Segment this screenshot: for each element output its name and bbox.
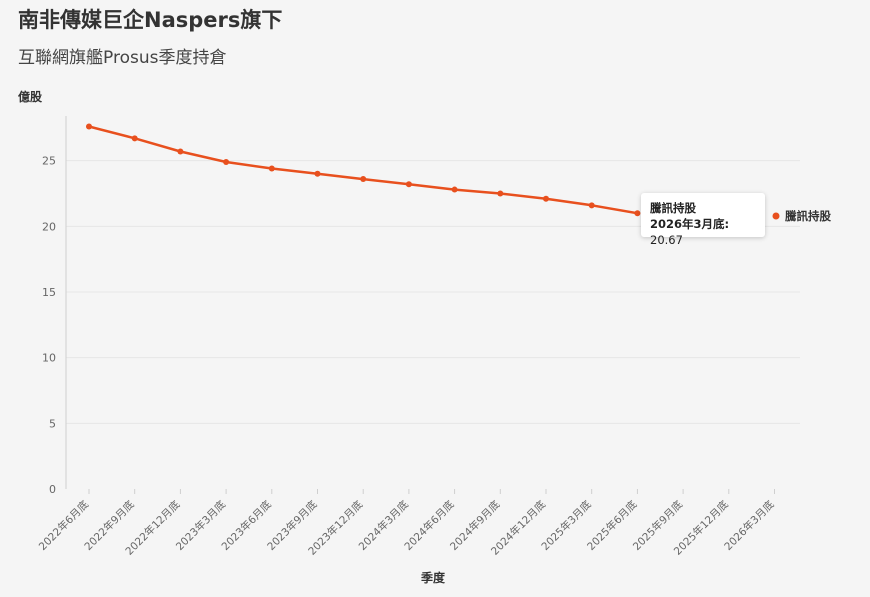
data-point[interactable] bbox=[497, 190, 504, 197]
x-axis-title: 季度 bbox=[420, 570, 446, 585]
series-end-label: 騰訊持股 bbox=[785, 209, 831, 223]
y-tick-label: 5 bbox=[49, 417, 56, 430]
series-line bbox=[88, 125, 638, 215]
data-point[interactable] bbox=[543, 195, 549, 202]
tooltip-series-name: 騰訊持股 bbox=[650, 201, 696, 215]
data-point[interactable] bbox=[634, 210, 641, 217]
tooltip-value-row: 2026年3月底: 20.67 bbox=[650, 216, 765, 248]
data-point[interactable] bbox=[268, 165, 275, 172]
data-point[interactable] bbox=[451, 186, 458, 193]
data-point[interactable] bbox=[86, 123, 92, 130]
tooltip-value: 20.67 bbox=[650, 233, 683, 247]
tooltip-label: 2026年3月底: bbox=[650, 217, 730, 231]
x-axis-ticks: 2022年6月底2022年9月底2022年12月底2023年3月底2023年6月… bbox=[36, 489, 777, 558]
chart-title: 南非傳媒巨企Naspers旗下 bbox=[18, 8, 283, 32]
y-tick-label: 25 bbox=[42, 155, 56, 168]
data-point[interactable] bbox=[131, 135, 138, 142]
data-point[interactable] bbox=[314, 170, 321, 177]
data-point[interactable] bbox=[177, 148, 184, 155]
series-end-marker bbox=[772, 212, 780, 220]
y-axis-title: 億股 bbox=[18, 89, 43, 104]
series-points[interactable] bbox=[86, 123, 641, 217]
y-tick-label: 20 bbox=[42, 220, 56, 233]
y-tick-label: 10 bbox=[42, 352, 56, 365]
data-point[interactable] bbox=[588, 202, 595, 209]
chart-subtitle: 互聯網旗艦Prosus季度持倉 bbox=[18, 48, 227, 68]
x-tick-label: 2026年3月底 bbox=[722, 498, 777, 553]
data-point[interactable] bbox=[360, 176, 367, 183]
y-axis-ticks: 0 5 10 15 20 25 bbox=[42, 155, 56, 496]
data-point[interactable] bbox=[223, 158, 230, 165]
y-tick-label: 15 bbox=[42, 286, 56, 299]
data-tooltip: 騰訊持股 2026年3月底: 20.67 bbox=[641, 193, 765, 247]
data-point[interactable] bbox=[405, 181, 412, 188]
y-tick-label: 0 bbox=[49, 483, 56, 496]
